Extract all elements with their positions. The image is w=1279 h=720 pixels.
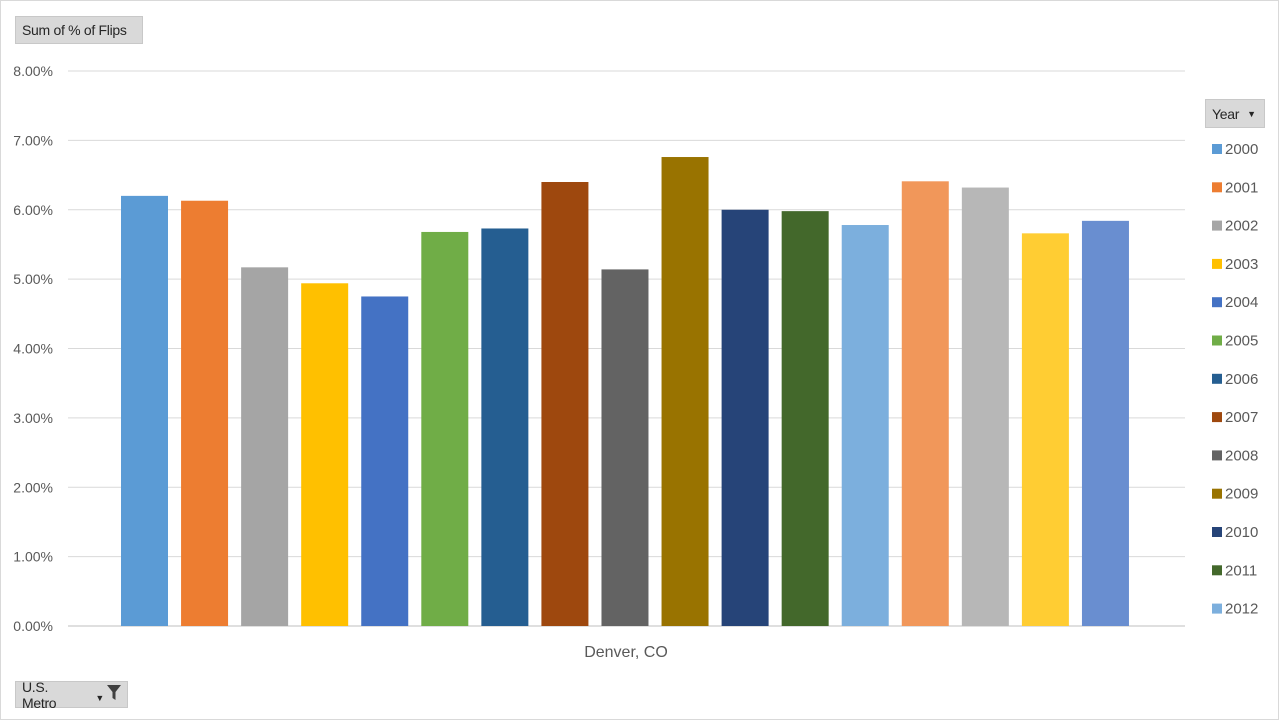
y-tick-label: 8.00% <box>13 63 53 79</box>
legend-label: 2003 <box>1225 256 1258 273</box>
bar-15[interactable] <box>961 187 1009 627</box>
legend-swatch <box>1212 527 1222 537</box>
legend-label: 2004 <box>1225 294 1258 311</box>
chevron-down-icon: ▼ <box>95 692 104 703</box>
legend-label: 2012 <box>1225 601 1258 618</box>
bar-2009[interactable] <box>661 157 709 626</box>
legend-label: 2000 <box>1225 141 1258 158</box>
bar-2011[interactable] <box>781 211 829 626</box>
legend-swatch <box>1212 565 1222 576</box>
y-tick-label: 4.00% <box>13 341 53 357</box>
x-axis-category-labels: Denver, CO <box>584 644 668 661</box>
bar-2012[interactable] <box>841 225 889 626</box>
legend-label: 2010 <box>1225 524 1258 541</box>
y-tick-label: 5.00% <box>13 271 53 287</box>
legend-swatch <box>1212 335 1222 346</box>
bar-2010[interactable] <box>721 209 769 626</box>
bar-17[interactable] <box>1081 220 1129 626</box>
category-label: Denver, CO <box>584 644 668 661</box>
bar-2006[interactable] <box>481 228 529 626</box>
axis-field-button[interactable]: U.S. Metro ▼ <box>15 678 128 711</box>
bar-2003[interactable] <box>301 283 349 626</box>
legend-label: 2009 <box>1225 486 1258 503</box>
legend-swatch <box>1212 488 1222 499</box>
legend-swatch <box>1212 603 1222 614</box>
legend-field-button[interactable]: Year ▼ <box>1205 99 1265 128</box>
legend-swatch <box>1212 297 1222 308</box>
y-tick-label: 3.00% <box>13 410 53 426</box>
legend-field-label: Year <box>1212 105 1240 122</box>
bar-2005[interactable] <box>421 231 469 626</box>
legend-swatch <box>1212 373 1222 384</box>
legend-swatch <box>1212 450 1222 461</box>
bar-2000[interactable] <box>121 195 168 626</box>
legend-label: 2007 <box>1225 409 1258 426</box>
legend: 2000 2001 2002 2003 2004 2005 2006 2007 2008 2009… <box>1212 141 1258 618</box>
legend-label: 2008 <box>1225 447 1258 464</box>
value-field-button[interactable]: Sum of % of Flips <box>15 16 143 44</box>
y-tick-label: 2.00% <box>13 479 53 495</box>
legend-label: 2011 <box>1225 562 1257 579</box>
bar-2008[interactable] <box>601 269 649 626</box>
y-tick-label: 7.00% <box>13 132 53 148</box>
bar-2004[interactable] <box>361 296 409 626</box>
y-tick-label: 1.00% <box>13 549 53 565</box>
legend-label: 2006 <box>1225 371 1258 388</box>
y-tick-label: 6.00% <box>13 202 53 218</box>
legend-label: 2005 <box>1225 333 1258 350</box>
bar-2002[interactable] <box>241 267 289 626</box>
y-axis-tick-labels: 0.00% 1.00% 2.00% 3.00% 4.00% 5.00% 6.00% 7.00%… <box>13 63 53 634</box>
legend-swatch <box>1212 220 1222 231</box>
bar-16[interactable] <box>1021 233 1069 626</box>
legend-swatch <box>1212 258 1222 269</box>
legend-swatch <box>1212 144 1222 154</box>
y-tick-label: 0.00% <box>13 618 53 634</box>
legend-swatch <box>1212 182 1222 193</box>
bar-14[interactable] <box>901 181 949 626</box>
value-field-label: Sum of % of Flips <box>22 22 127 38</box>
legend-label: 2002 <box>1225 218 1258 235</box>
bars <box>121 157 1129 627</box>
filter-icon <box>107 685 121 704</box>
axis-field-label: U.S. Metro <box>22 678 57 711</box>
bar-2001[interactable] <box>181 200 229 626</box>
chevron-down-icon: ▼ <box>1247 108 1256 119</box>
bar-2007[interactable] <box>541 182 589 626</box>
legend-label: 2001 <box>1225 179 1258 196</box>
legend-swatch <box>1212 412 1222 423</box>
